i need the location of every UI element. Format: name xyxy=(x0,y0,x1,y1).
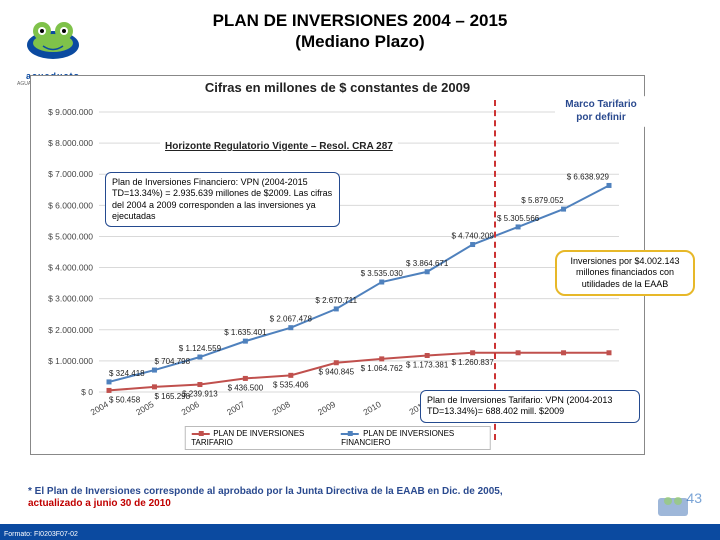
regulatory-horizon-divider xyxy=(494,100,496,440)
svg-text:2004: 2004 xyxy=(89,399,111,417)
svg-text:$ 535.406: $ 535.406 xyxy=(273,380,309,389)
svg-text:$ 239.913: $ 239.913 xyxy=(182,390,218,399)
title-line1: PLAN DE INVERSIONES 2004 – 2015 xyxy=(213,11,508,30)
svg-text:$ 1.260.837: $ 1.260.837 xyxy=(452,358,495,367)
svg-text:$ 3.000.000: $ 3.000.000 xyxy=(48,294,93,304)
svg-text:$ 6.638.929: $ 6.638.929 xyxy=(567,172,610,181)
legend-item-tarifario: PLAN DE INVERSIONES TARIFARIO xyxy=(191,429,327,447)
svg-text:2010: 2010 xyxy=(361,399,383,417)
svg-text:$ 1.173.381: $ 1.173.381 xyxy=(406,360,449,369)
svg-text:$ 4.000.000: $ 4.000.000 xyxy=(48,263,93,273)
callout-plan-tarifario: Plan de Inversiones Tarifario: VPN (2004… xyxy=(420,390,640,423)
footer-logo-icon xyxy=(656,492,690,518)
svg-text:$ 6.000.000: $ 6.000.000 xyxy=(48,200,93,210)
svg-text:$ 5.000.000: $ 5.000.000 xyxy=(48,231,93,241)
svg-text:2006: 2006 xyxy=(180,399,202,417)
format-code: Formato: FI0203F07-02 xyxy=(4,531,78,538)
svg-text:$ 5.879.052: $ 5.879.052 xyxy=(521,196,564,205)
svg-text:$ 2.000.000: $ 2.000.000 xyxy=(48,325,93,335)
svg-text:$ 1.064.762: $ 1.064.762 xyxy=(361,364,404,373)
svg-text:$ 8.000.000: $ 8.000.000 xyxy=(48,138,93,148)
svg-text:$ 1.635.401: $ 1.635.401 xyxy=(224,328,267,337)
footnote-sub: actualizado a junio 30 de 2010 xyxy=(28,498,588,510)
slide-title-block: PLAN DE INVERSIONES 2004 – 2015 (Mediano… xyxy=(150,10,570,53)
svg-text:$ 0: $ 0 xyxy=(81,387,93,397)
footnote-main: * El Plan de Inversiones corresponde al … xyxy=(28,486,503,497)
svg-text:$ 1.000.000: $ 1.000.000 xyxy=(48,356,93,366)
svg-text:2009: 2009 xyxy=(316,399,338,417)
svg-text:$ 4.740.209: $ 4.740.209 xyxy=(452,232,495,241)
svg-text:$ 940.845: $ 940.845 xyxy=(318,368,354,377)
svg-text:2008: 2008 xyxy=(270,399,292,417)
title-line2: (Mediano Plazo) xyxy=(295,32,424,51)
svg-text:$ 436.500: $ 436.500 xyxy=(228,383,264,392)
footer-bar: Formato: FI0203F07-02 xyxy=(0,524,720,540)
svg-text:$ 7.000.000: $ 7.000.000 xyxy=(48,169,93,179)
svg-text:$ 3.864.671: $ 3.864.671 xyxy=(406,259,449,268)
legend-item-financiero: PLAN DE INVERSIONES FINANCIERO xyxy=(341,429,484,447)
svg-text:$ 324.418: $ 324.418 xyxy=(109,369,145,378)
svg-text:$ 9.000.000: $ 9.000.000 xyxy=(48,107,93,117)
chart-title: Cifras en millones de $ constantes de 20… xyxy=(31,80,644,95)
callout-inversiones-utilidades: Inversiones por $4.002.143 millones fina… xyxy=(555,250,695,296)
svg-text:$ 50.458: $ 50.458 xyxy=(109,395,141,404)
callout-horizonte: Horizonte Regulatorio Vigente – Resol. C… xyxy=(160,138,398,157)
svg-text:$ 3.535.030: $ 3.535.030 xyxy=(361,269,404,278)
svg-text:2007: 2007 xyxy=(225,399,247,417)
svg-text:$ 2.670.711: $ 2.670.711 xyxy=(315,296,357,305)
footnote: * El Plan de Inversiones corresponde al … xyxy=(28,486,588,510)
frog-logo-icon xyxy=(8,6,98,66)
svg-text:$ 704.798: $ 704.798 xyxy=(154,357,190,366)
svg-text:$ 1.124.559: $ 1.124.559 xyxy=(179,344,222,353)
chart-legend: PLAN DE INVERSIONES TARIFARIO PLAN DE IN… xyxy=(184,426,491,450)
callout-plan-financiero: Plan de Inversiones Financiero: VPN (200… xyxy=(105,172,340,227)
svg-text:$ 2.067.478: $ 2.067.478 xyxy=(270,315,313,324)
svg-text:$ 5.305.566: $ 5.305.566 xyxy=(497,214,540,223)
callout-marco-tarifario: Marco Tarifario por definir xyxy=(555,95,647,128)
